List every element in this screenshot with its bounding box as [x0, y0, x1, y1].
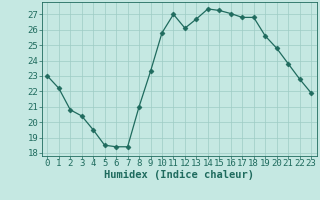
X-axis label: Humidex (Indice chaleur): Humidex (Indice chaleur): [104, 170, 254, 180]
